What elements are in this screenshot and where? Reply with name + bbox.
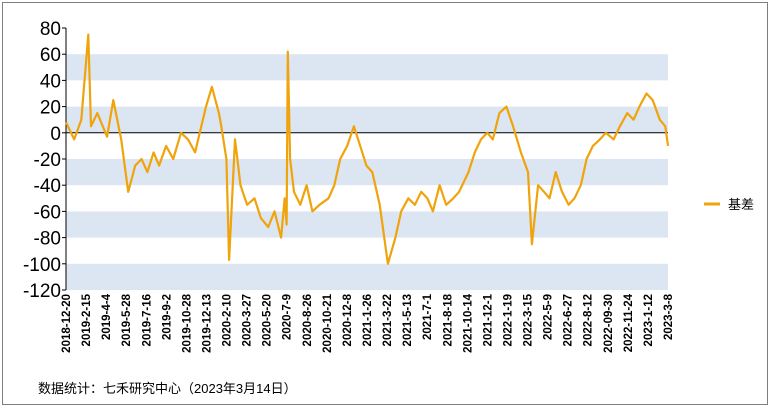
- x-tick-label: 2020-5-20: [262, 294, 274, 346]
- x-tick-label: 2020-12-8: [342, 293, 354, 346]
- x-tick-label: 2019-9-2: [161, 294, 173, 340]
- series-line-basis: [65, 33, 670, 265]
- legend-label: 基差: [728, 197, 754, 212]
- grid-band: [66, 54, 668, 81]
- x-tick-label: 2019-5-28: [121, 293, 133, 346]
- x-tick-label: 2019-12-13: [201, 294, 213, 353]
- y-tick-label: -120: [23, 281, 61, 302]
- y-tick-label: -20: [34, 150, 61, 171]
- x-tick-label: 2021-12-1: [482, 293, 494, 346]
- x-tick-label: 2022-3-15: [523, 293, 535, 346]
- x-tick-label: 2020-10-21: [322, 293, 334, 352]
- x-tick-label: 2022-5-9: [543, 294, 555, 340]
- x-tick-label: 2020-8-26: [302, 294, 314, 346]
- x-tick-label: 2022-8-12: [583, 294, 595, 346]
- y-tick-label: -100: [23, 255, 61, 276]
- x-tick-label: 2019-4-4: [101, 293, 113, 340]
- source-note: 数据统计：七禾研究中心（2023年3月14日）: [38, 381, 297, 396]
- y-tick-label: 80: [40, 19, 61, 40]
- x-tick-label: 2019-2-15: [81, 293, 93, 346]
- grid-band: [66, 263, 668, 290]
- x-tick-label: 2023-1-12: [643, 294, 655, 346]
- x-tick-label: 2022-11-24: [623, 293, 635, 352]
- x-tick-label: 2023-3-8: [663, 293, 675, 340]
- x-tick-label: 2021-5-13: [402, 294, 414, 346]
- y-tick-label: 60: [40, 45, 61, 66]
- grid-band: [66, 211, 668, 238]
- x-tick-label: 2021-8-18: [442, 293, 454, 346]
- x-tick-label: 2019-10-28: [181, 293, 193, 352]
- x-tick-label: 2021-3-22: [382, 294, 394, 346]
- x-tick-label: 2020-2-10: [222, 294, 234, 346]
- y-tick-label: -40: [34, 176, 61, 197]
- x-tick-label: 2022-09-30: [603, 294, 615, 353]
- y-tick-label: -80: [34, 229, 61, 250]
- x-tick-label: 2022-6-27: [563, 294, 575, 346]
- y-tick-label: -60: [34, 202, 61, 223]
- x-tick-label: 2019-7-16: [141, 294, 153, 346]
- x-tick-label: 2020-7-9: [282, 294, 294, 340]
- x-tick-label: 2021-10-14: [462, 293, 474, 352]
- x-tick-label: 2020-3-27: [242, 294, 254, 346]
- x-tick-label: 2021-7-1: [422, 293, 434, 340]
- grid-band: [66, 159, 668, 186]
- x-tick-label: 2022-1-19: [502, 294, 514, 346]
- grid-band: [66, 106, 668, 133]
- y-tick-label: 20: [40, 98, 61, 119]
- x-tick-label: 2018-12-20: [61, 294, 73, 353]
- y-tick-label: 0: [50, 124, 61, 145]
- x-tick-label: 2021-1-26: [362, 294, 374, 346]
- y-tick-label: 40: [40, 71, 61, 92]
